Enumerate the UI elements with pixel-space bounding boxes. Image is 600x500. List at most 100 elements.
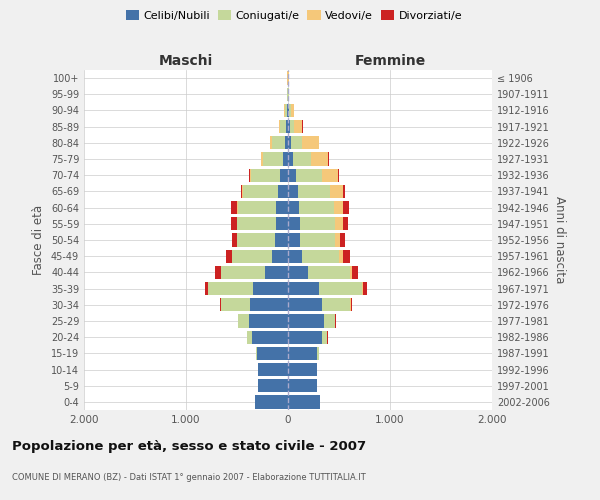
Bar [288,217,300,230]
Bar [343,185,344,198]
Bar [334,201,343,214]
Bar [291,136,302,149]
Bar [272,250,288,263]
Bar [308,266,350,279]
Bar [298,185,330,198]
Bar [302,250,339,263]
Bar [242,185,243,198]
Bar [300,217,335,230]
Text: Maschi: Maschi [159,54,213,68]
Bar [322,330,327,344]
Bar [288,104,289,117]
Bar [232,201,237,214]
Bar [364,282,367,295]
Text: Femmine: Femmine [355,54,425,68]
Bar [288,185,298,198]
Bar [270,136,272,149]
Bar [288,201,299,214]
Bar [343,217,348,230]
Bar [300,234,335,246]
Bar [362,282,364,295]
Bar [280,120,286,134]
Bar [259,363,288,376]
Legend: Celibi/Nubili, Coniugati/e, Vedovi/e, Divorziati/e: Celibi/Nubili, Coniugati/e, Vedovi/e, Di… [121,6,467,25]
Bar [288,379,317,392]
Bar [288,396,320,408]
Bar [276,201,288,214]
Bar [289,104,290,117]
Bar [343,250,350,263]
Bar [287,104,288,117]
Bar [250,168,251,182]
Bar [328,152,329,166]
Bar [288,136,291,149]
Bar [208,282,253,295]
Bar [319,282,362,295]
Bar [296,168,322,182]
Bar [302,136,319,149]
Bar [259,379,288,392]
Bar [276,217,288,230]
Bar [350,266,352,279]
Bar [220,298,221,312]
Bar [241,185,242,198]
Bar [257,346,288,360]
Bar [330,185,343,198]
Bar [265,266,288,279]
Bar [311,152,328,166]
Bar [261,152,263,166]
Bar [286,120,288,134]
Bar [288,363,317,376]
Bar [232,234,236,246]
Bar [294,120,302,134]
Bar [299,201,334,214]
Bar [288,266,308,279]
Bar [324,314,335,328]
Bar [253,330,288,344]
Bar [288,234,300,246]
Bar [247,330,253,344]
Bar [288,314,324,328]
Bar [250,298,288,312]
Bar [290,120,294,134]
Bar [205,282,208,295]
Bar [340,234,344,246]
Bar [237,234,275,246]
Bar [288,168,296,182]
Bar [283,152,288,166]
Bar [275,234,288,246]
Bar [251,168,280,182]
Bar [285,104,287,117]
Bar [288,298,322,312]
Bar [232,217,236,230]
Bar [278,185,288,198]
Bar [290,104,293,117]
Y-axis label: Fasce di età: Fasce di età [32,205,45,275]
Bar [322,168,338,182]
Bar [226,250,232,263]
Bar [238,201,276,214]
Bar [335,234,340,246]
Bar [339,250,343,263]
Bar [221,266,265,279]
Bar [288,120,290,134]
Bar [238,314,249,328]
Y-axis label: Anni di nascita: Anni di nascita [553,196,566,284]
Bar [288,330,322,344]
Bar [338,168,339,182]
Text: Popolazione per età, sesso e stato civile - 2007: Popolazione per età, sesso e stato civil… [12,440,366,453]
Bar [221,298,250,312]
Bar [237,217,276,230]
Bar [280,168,288,182]
Bar [256,346,257,360]
Bar [288,282,319,295]
Bar [335,217,343,230]
Bar [352,266,358,279]
Bar [272,136,285,149]
Bar [249,314,288,328]
Bar [232,250,272,263]
Bar [293,152,311,166]
Bar [256,396,288,408]
Bar [322,298,350,312]
Bar [351,298,352,312]
